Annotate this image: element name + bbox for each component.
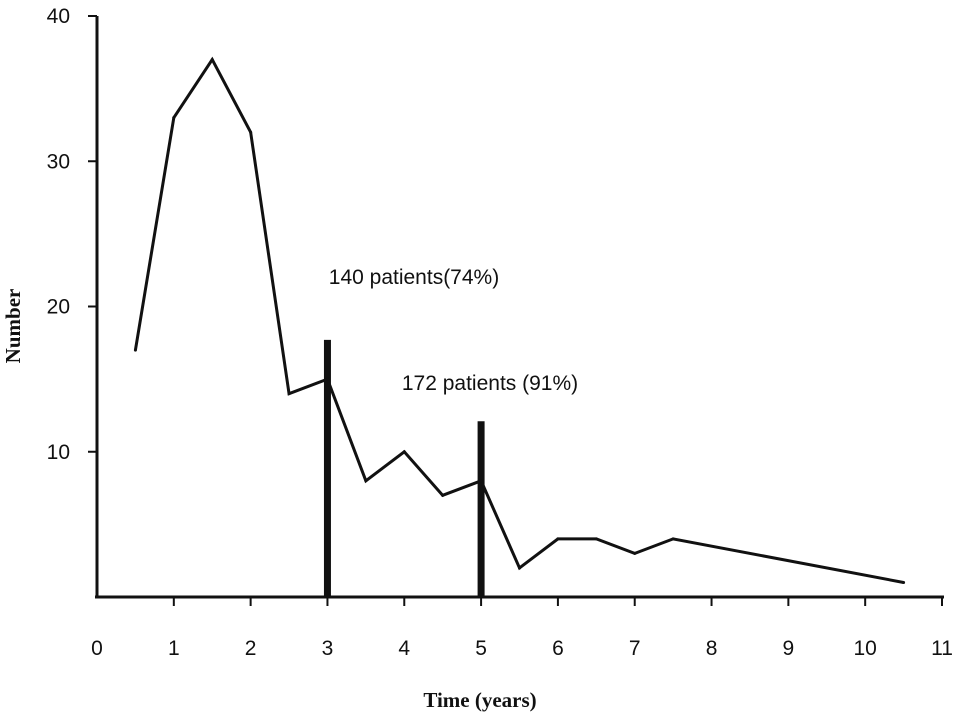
x-tick-label: 6 [552, 637, 564, 660]
x-tick-label: 2 [245, 637, 257, 660]
y-axis-title: Number [1, 289, 25, 364]
data-point [633, 551, 637, 555]
x-tick-label: 3 [322, 637, 334, 660]
data-point [402, 450, 406, 454]
data-point [556, 537, 560, 541]
x-tick-label: 4 [398, 637, 410, 660]
data-point [210, 58, 214, 62]
data-point [671, 537, 675, 541]
data-point [364, 479, 368, 483]
data-point [172, 116, 176, 120]
x-tick-label: 8 [706, 637, 718, 660]
data-point [479, 479, 483, 483]
annotations: 140 patients(74%) 172 patients (91%) [329, 266, 578, 395]
x-tick-label: 7 [629, 637, 641, 660]
ticks: 0 1 2 3 4 5 6 7 8 9 10 11 10 20 30 40 [47, 5, 953, 660]
x-tick-label: 0 [91, 637, 103, 660]
y-tick-label: 10 [47, 441, 70, 464]
x-axis-title: Time (years) [423, 688, 536, 712]
y-tick-label: 40 [47, 5, 70, 28]
x-tick-label: 10 [854, 637, 877, 660]
data-point [287, 392, 291, 396]
axes [95, 16, 944, 599]
y-tick-label: 20 [47, 296, 70, 319]
data-point [249, 130, 253, 134]
data-point [594, 537, 598, 541]
x-tick-label: 5 [475, 637, 487, 660]
data-point [325, 377, 329, 381]
marker-annotation: 140 patients(74%) [329, 266, 499, 289]
data-point [441, 493, 445, 497]
x-tick-label: 9 [783, 637, 795, 660]
x-tick-label: 1 [168, 637, 180, 660]
series [133, 56, 906, 584]
y-tick-label: 30 [47, 150, 70, 173]
series-line [133, 56, 904, 584]
data-point [133, 348, 137, 352]
data-point [902, 580, 906, 584]
marker-annotation: 172 patients (91%) [402, 372, 578, 395]
data-point [518, 566, 521, 570]
x-tick-label: 11 [931, 637, 953, 660]
